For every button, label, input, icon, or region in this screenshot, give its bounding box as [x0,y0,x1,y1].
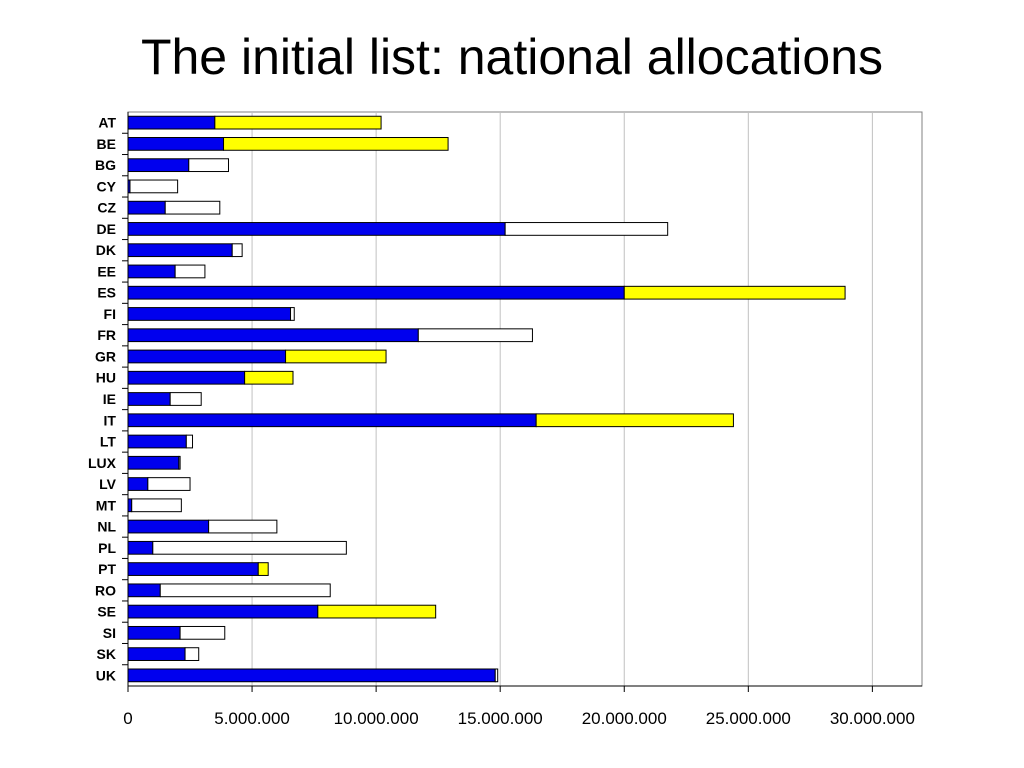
category-label: FR [97,327,116,343]
bar-segment [127,434,187,449]
bar-segment [127,562,259,576]
plot-area [127,111,923,687]
bar-segment [178,455,181,470]
bar-segment [127,625,181,640]
category-label: IT [104,412,117,428]
category-label: EE [97,263,116,279]
bar-segment [504,222,669,236]
grid-lines [127,111,923,687]
axes [122,112,922,692]
category-label: RO [95,582,116,598]
x-tick-label: 30.000.000 [830,709,915,728]
bar-segment [417,328,533,343]
bar-segment [127,328,419,343]
bar-segment [127,668,496,683]
bar-segment [127,370,246,385]
category-label: DE [97,221,116,237]
x-tick-label: 5.000.000 [214,709,290,728]
bar-segment [231,243,243,258]
bar-segment [184,647,200,661]
bar-segment [127,583,161,598]
category-label: FI [104,306,116,322]
bar-segment [127,349,287,364]
bar-segment [257,562,269,576]
x-tick-label: 10.000.000 [334,709,419,728]
bar-segment [214,115,382,130]
bar-segment [208,519,278,534]
bar-segment [317,604,437,619]
bar-segment [127,264,176,279]
bar-segment [127,477,149,491]
category-label: UK [96,667,116,683]
bar-segment [285,349,387,364]
bar-segment [127,158,190,173]
bar-segment [147,477,191,491]
bar-segment [535,413,734,428]
bar-segment [127,455,180,470]
bar-segment [179,625,226,640]
category-label: ES [97,285,116,301]
x-tick-label: 20.000.000 [582,709,667,728]
category-label: SE [97,604,116,620]
x-tick-label: 15.000.000 [458,709,543,728]
bar-segment [127,137,225,151]
bars [127,115,846,683]
bar-segment [623,285,846,300]
bar-segment [127,115,216,130]
bar-segment [494,668,499,683]
bar-segment [159,583,331,598]
category-label: SI [103,625,116,641]
bar-segment [127,222,506,236]
category-label: AT [98,115,116,131]
bar-segment [127,307,292,321]
bar-segment [127,498,133,513]
category-label: IE [103,391,116,407]
x-tick-label: 0 [123,709,132,728]
bar-segment [127,243,233,258]
bar-segment [185,434,194,449]
category-labels: AT BE BG CY CZ DE DK EE ES FI FR GR HU IE IT LT LUX LV MT N… [88,115,117,684]
bar-segment [129,179,179,194]
category-label: MT [96,497,117,513]
bar-segment [127,604,319,619]
bar-segment [152,540,347,555]
category-label: LV [99,476,117,492]
bar-segment [174,264,206,279]
category-label: CZ [97,200,116,216]
bar-segment [127,540,154,555]
bar-segment [188,158,229,173]
bar-segment [290,307,295,321]
category-label: HU [96,370,116,386]
category-label: CY [97,178,117,194]
category-label: PL [98,540,116,556]
bar-segment [244,370,294,385]
bar-segment [127,647,186,661]
bar-segment [127,285,625,300]
category-label: BE [97,136,116,152]
bar-segment [164,200,221,215]
category-label: PT [98,561,116,577]
category-label: BG [95,157,116,173]
category-label: NL [97,519,116,535]
category-label: LT [100,434,117,450]
bar-segment [131,498,182,513]
slide-title: The initial list: national allocations [140,29,884,85]
bar-segment [127,413,537,428]
bar-segment [223,137,449,151]
bar-segment [127,392,171,406]
category-label: SK [97,646,116,662]
category-label: GR [95,348,116,364]
x-tick-labels: 0 5.000.000 10.000.000 15.000.000 20.000.000… [123,709,915,728]
x-tick-label: 25.000.000 [706,709,791,728]
bar-segment [169,392,202,406]
category-label: DK [96,242,116,258]
bar-segment [127,200,166,215]
category-label: LUX [88,455,117,471]
bar-segment [127,519,210,534]
